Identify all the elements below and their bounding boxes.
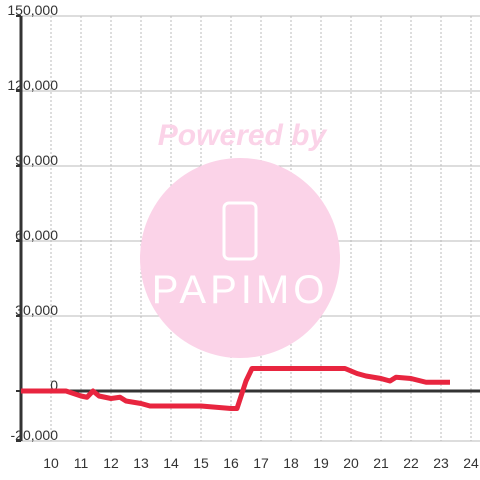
x-tick-label: 24 (463, 455, 479, 471)
x-tick-label: 23 (433, 455, 449, 471)
x-tick-label: 12 (103, 455, 119, 471)
x-tick-label: 21 (373, 455, 389, 471)
y-tick-label: 30,000 (15, 302, 58, 318)
x-tick-label: 22 (403, 455, 419, 471)
x-tick-label: 13 (133, 455, 149, 471)
x-tick-label: 16 (223, 455, 239, 471)
y-tick-label: 0 (50, 377, 58, 393)
x-tick-label: 19 (313, 455, 329, 471)
x-tick-label: 20 (343, 455, 359, 471)
x-tick-label: 18 (283, 455, 299, 471)
line-series (21, 366, 450, 411)
watermark-icon (222, 201, 258, 261)
y-tick-label: 90,000 (15, 152, 58, 168)
y-tick-label: 150,000 (7, 2, 58, 18)
y-tick-label: 120,000 (7, 77, 58, 93)
x-tick-label: 17 (253, 455, 269, 471)
x-tick-label: 15 (193, 455, 209, 471)
watermark-logo: PAPIMO (152, 268, 329, 312)
y-tick-label: 60,000 (15, 227, 58, 243)
watermark-text: Powered by (158, 119, 328, 152)
watermark: Powered by PAPIMO (140, 119, 340, 358)
x-tick-label: 14 (163, 455, 179, 471)
x-tick-label: 10 (43, 455, 59, 471)
x-tick-label: 11 (74, 455, 89, 471)
y-tick-label: -20,000 (11, 427, 59, 443)
